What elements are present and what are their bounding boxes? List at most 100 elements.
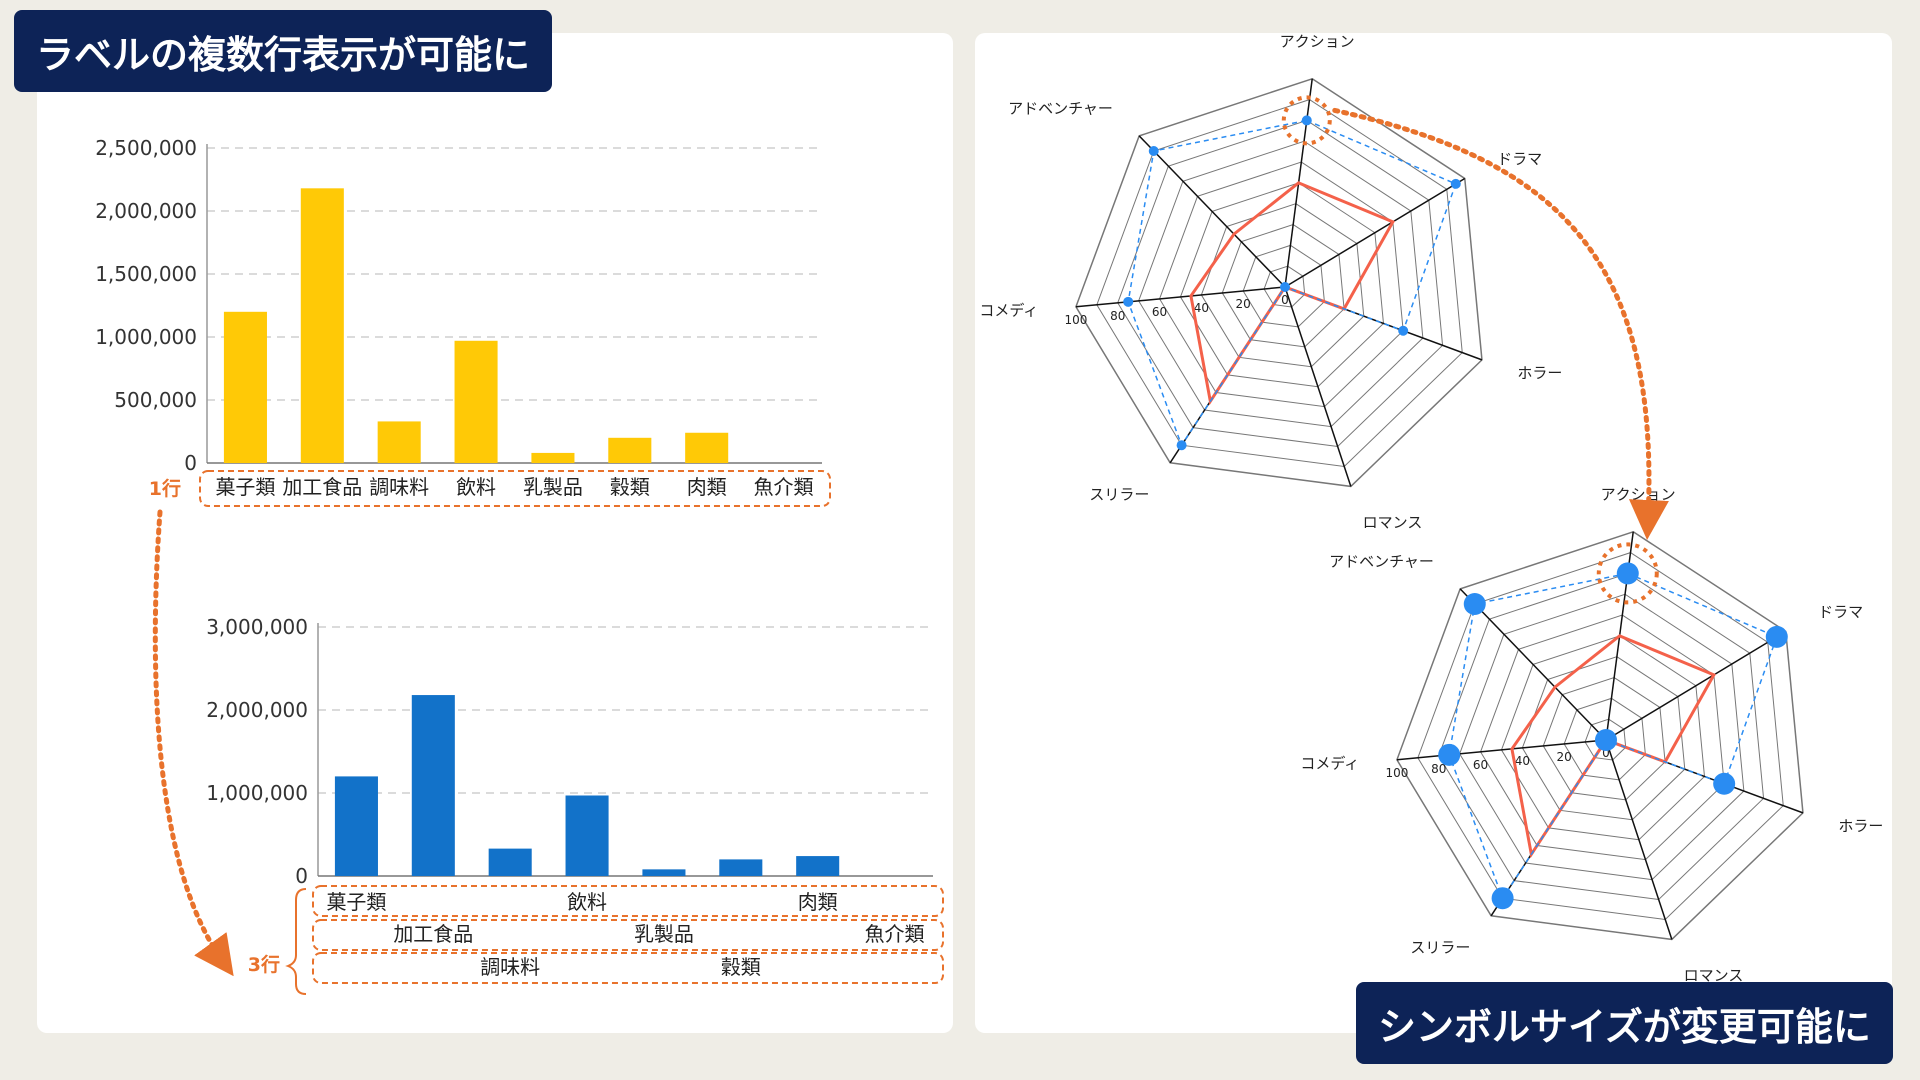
radar-point [1450,178,1461,189]
radar-point [1280,282,1290,292]
category-label: 乳製品 [634,922,694,946]
category-label: 飲料 [456,475,496,499]
radar-ring [1242,244,1325,328]
annotation-three-lines: 3行 [248,953,280,976]
radar-spoke [1396,739,1607,761]
radar-ring [1159,161,1404,408]
radar-axis-label: スリラー [1410,938,1470,956]
radar-series-line-dashed [1127,119,1457,447]
y-tick-label: 3,000,000 [206,615,308,639]
radar-series-line [1510,634,1716,859]
annotations: 1行 3行 [149,107,1669,995]
bar [454,340,498,463]
radar-series-line-dashed [1448,572,1778,900]
radar-point [1438,743,1461,766]
y-tick-label: 1,500,000 [95,262,197,286]
radar-point [1491,887,1514,910]
radar-point [1463,592,1486,615]
radar-point [1616,562,1639,585]
radar-ring [1117,119,1444,448]
radial-tick-label: 100 [1385,766,1408,780]
y-tick-label: 0 [184,451,197,475]
bar [565,795,609,876]
arrow-one-to-three [152,509,234,977]
category-label: 菓子類 [215,475,275,499]
bar [411,695,455,876]
radar-spoke [1284,286,1352,487]
radar-spoke [1075,286,1286,308]
bar [300,188,344,463]
bar [531,452,575,463]
category-label: 加工食品 [393,922,473,946]
radar-axis-label: ロマンス [1363,513,1423,531]
radar-ring [1417,552,1784,921]
radar-axis-label: コメディ [979,301,1038,319]
radar-point [1713,772,1736,795]
radar-axis-label: アドベンチャー [1329,553,1434,571]
radar-point [1176,440,1187,451]
radar-axis-label: ドラマ [1497,150,1542,168]
category-label: 魚介類 [754,475,814,499]
radar-ring [1221,223,1345,348]
radar-ring [1200,203,1365,368]
radar-ring [1500,635,1705,841]
radar-axis-label: ホラー [1838,817,1883,835]
radar-ring [1459,593,1745,881]
symbol-highlight [1596,542,1659,605]
radar-ring [1438,572,1765,901]
annotation-one-line: 1行 [149,477,181,500]
brace [285,888,307,995]
radial-tick-label: 0 [1602,746,1610,760]
category-label: 魚介類 [865,922,925,946]
radar-axis-label: ホラー [1517,364,1562,382]
bar [608,437,652,463]
radar-point [1765,625,1788,648]
radar-axis-label: アドベンチャー [1008,100,1113,118]
bar [642,869,686,876]
radar-point [1148,145,1159,156]
y-tick-label: 1,000,000 [95,325,197,349]
radar-ring [1521,656,1686,821]
radial-tick-label: 0 [1281,293,1289,307]
radar-ring [1584,718,1627,761]
category-label: 菓子類 [326,890,386,914]
radial-tick-label: 100 [1064,313,1087,327]
y-tick-label: 2,000,000 [95,199,197,223]
category-label: 加工食品 [282,475,362,499]
category-label: 飲料 [567,890,607,914]
radar-point [1595,729,1617,751]
bar [685,432,729,463]
radar-chart-large-symbols: 020406080100アクションドラマホラーロマンススリラーコメディアドベンチ… [1300,485,1883,984]
bar [488,848,532,876]
radial-tick-label: 40 [1194,301,1209,315]
radar-ring [1480,614,1725,861]
radar-ring [1179,182,1384,388]
radar-spoke [1459,588,1607,741]
category-label: 乳製品 [523,475,583,499]
radar-point [1398,325,1409,336]
label-row-highlight [199,470,831,507]
y-tick-label: 500,000 [114,388,197,412]
radar-spoke [1605,630,1787,741]
bar [223,311,267,463]
y-tick-label: 2,000,000 [206,698,308,722]
radar-axis-label: アクション [1601,485,1676,503]
radar-axis-label: スリラー [1089,485,1149,503]
y-tick-label: 1,000,000 [206,781,308,805]
label-row-highlight [312,952,944,984]
radial-tick-label: 20 [1557,750,1572,764]
label-row-highlight [312,885,944,917]
category-label: 肉類 [687,475,727,499]
y-tick-label: 0 [295,864,308,888]
radar-axis-label: ロマンス [1684,966,1744,984]
category-label: 穀類 [610,475,650,499]
radar-spoke [1605,739,1673,940]
arrow-symbol-size [1332,107,1669,540]
radar-axis-label: コメディ [1300,754,1359,772]
radial-tick-label: 20 [1236,297,1251,311]
category-label: 調味料 [480,955,540,979]
radar-point [1123,296,1134,307]
